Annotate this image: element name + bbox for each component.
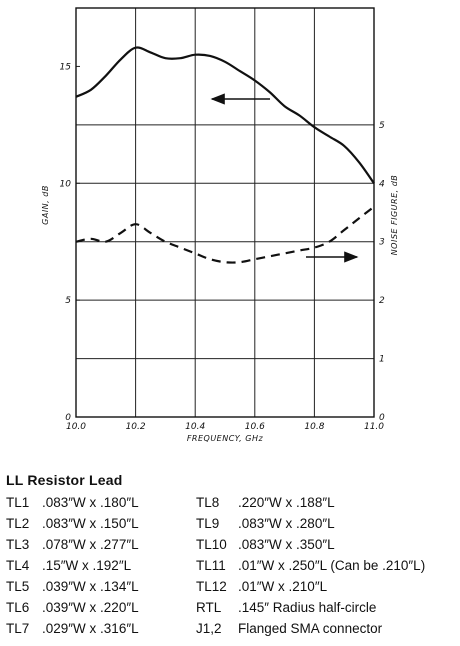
legend-row: TL7 .029″W x .316″L J1,2 Flanged SMA connec… [6, 618, 456, 639]
legend-entry: TL8 .220″W x .188″L [196, 495, 335, 510]
x-tick-label: 11.0 [364, 422, 384, 432]
legend-entry-id: TL11 [196, 558, 226, 573]
x-tick-label: 10.0 [66, 422, 86, 432]
legend-entry-id: TL8 [196, 495, 220, 510]
y-right-tick-label: 3 [379, 238, 385, 248]
legend-entry: TL2 .083″W x .150″L [6, 516, 196, 531]
legend-entry: RTL .145″ Radius half-circle [196, 600, 376, 615]
legend-entry-id: RTL [196, 600, 222, 615]
legend-entry: TL1 .083″W x .180″L [6, 495, 196, 510]
y-right-tick-label: 0 [379, 413, 385, 423]
legend-entry-value: .01″W x .210″L [238, 579, 328, 594]
legend-entry: TL4 .15″W x .192″L [6, 558, 196, 573]
legend-entry: TL3 .078″W x .277″L [6, 537, 196, 552]
plot-frame [75, 7, 375, 418]
legend-entry-id: TL5 [6, 579, 30, 594]
y-left-tick-label: 5 [65, 296, 71, 306]
legend-entry-value: .145″ Radius half-circle [238, 600, 377, 615]
legend-entry-value: .083″W x .150″L [42, 516, 139, 531]
y-left-tick-label: 10 [60, 179, 72, 189]
legend-entry-id: TL9 [196, 516, 220, 531]
y-left-tick-label: 15 [60, 62, 72, 72]
y-right-tick-label: 1 [379, 355, 385, 365]
x-axis-title: FREQUENCY, GHz [187, 434, 264, 443]
legend-entry-value: .029″W x .316″L [42, 621, 139, 636]
y-right-tick-label: 5 [379, 121, 385, 131]
legend-entry-value: .083″W x .180″L [42, 495, 139, 510]
legend-entry: J1,2 Flanged SMA connector [196, 621, 382, 636]
legend-entry: TL12 .01″W x .210″L [196, 579, 327, 594]
x-tick-label: 10.6 [245, 422, 265, 432]
legend-entry-id: TL7 [6, 621, 30, 636]
legend-entry: TL9 .083″W x .280″L [196, 516, 335, 531]
legend-entry: TL7 .029″W x .316″L [6, 621, 196, 636]
legend-entry-id: TL1 [6, 495, 30, 510]
noise-figure-curve [75, 205, 375, 264]
y-left-axis-title: GAIN, dB [41, 185, 50, 225]
legend-entry-value: .078″W x .277″L [42, 537, 139, 552]
legend-entry: TL6 .039″W x .220″L [6, 600, 196, 615]
component-legend: LL Resistor Lead TL1 .083″W x .180″L TL8 .2… [6, 472, 456, 639]
y-left-tick-label: 0 [65, 413, 71, 423]
legend-row: TL2 .083″W x .150″L TL9 .083″W x .280″L [6, 513, 456, 534]
legend-row: TL3 .078″W x .277″L TL10 .083″W x .350″L [6, 534, 456, 555]
legend-entry-value: Flanged SMA connector [238, 621, 383, 636]
legend-entry-id: TL2 [6, 516, 30, 531]
legend-entry-value: .083″W x .280″L [238, 516, 335, 531]
legend-row: TL4 .15″W x .192″L TL11 .01″W x .250″L (Can… [6, 555, 456, 576]
legend-entry-value: .15″W x .192″L [42, 558, 132, 573]
legend-entry-value: .083″W x .350″L [238, 537, 335, 552]
legend-entry-id: J1,2 [196, 621, 222, 636]
legend-entry-value: .039″W x .220″L [42, 600, 139, 615]
gain-noise-chart: 0 5 10 15 0 1 2 3 4 5 10.0 10.2 10.4 10.6 10.8 11.0 FREQ… [41, 7, 399, 443]
legend-row: TL1 .083″W x .180″L TL8 .220″W x .188″L [6, 492, 456, 513]
legend-row: TL5 .039″W x .134″L TL12 .01″W x .210″L [6, 576, 456, 597]
y-right-tick-label: 4 [379, 179, 385, 189]
legend-entry: TL11 .01″W x .250″L (Can be .210″L) [196, 558, 425, 573]
legend-entry-id: TL10 [196, 537, 227, 552]
legend-entry: TL10 .083″W x .350″L [196, 537, 335, 552]
legend-rows: TL1 .083″W x .180″L TL8 .220″W x .188″L TL2.… [6, 492, 456, 639]
legend-entry-id: TL3 [6, 537, 30, 552]
legend-entry-id: TL4 [6, 558, 30, 573]
legend-entry: TL5 .039″W x .134″L [6, 579, 196, 594]
legend-entry-id: TL6 [6, 600, 30, 615]
legend-entry-id: TL12 [196, 579, 227, 594]
y-right-axis-title: NOISE FIGURE, dB [390, 175, 399, 256]
legend-entry-value: .039″W x .134″L [42, 579, 139, 594]
x-tick-label: 10.2 [126, 422, 146, 432]
x-tick-label: 10.8 [304, 422, 324, 432]
gain-curve [75, 46, 375, 184]
legend-entry-value: .220″W x .188″L [238, 495, 335, 510]
legend-entry-value: .01″W x .250″L (Can be .210″L) [238, 558, 426, 573]
legend-heading: LL Resistor Lead [6, 472, 123, 488]
x-tick-label: 10.4 [185, 422, 205, 432]
y-right-tick-label: 2 [379, 296, 385, 306]
legend-row: TL6 .039″W x .220″L RTL .145″ Radius half-c… [6, 597, 456, 618]
